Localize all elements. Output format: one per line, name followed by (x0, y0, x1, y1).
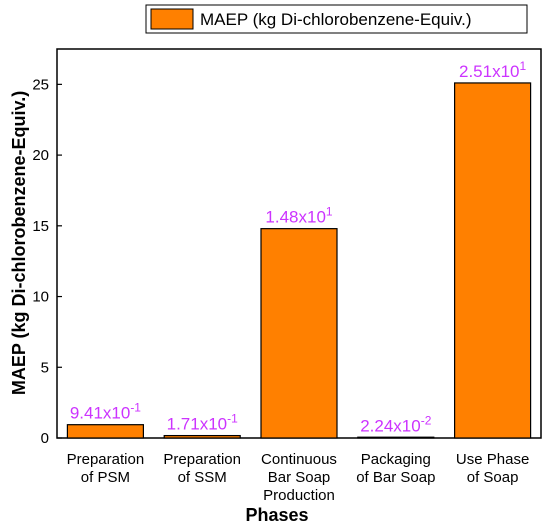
x-tick-label-line: Use Phase (456, 451, 529, 468)
bar (260, 228, 338, 439)
legend-label: MAEP (kg Di-chlorobenzene-Equiv.) (200, 10, 472, 29)
y-tick-label: 5 (41, 359, 49, 376)
x-tick-label: Packaging of Bar Soap (356, 451, 435, 486)
bar (454, 82, 532, 439)
data-label: 1.48x101 (265, 205, 333, 227)
x-tick-label-line: Bar Soap (268, 469, 331, 486)
x-tick-label-line: Continuous (261, 451, 337, 468)
bar (66, 424, 145, 439)
x-tick-label: Use Phase of Soap (456, 451, 529, 486)
x-tick-label-line: Preparation (163, 451, 241, 468)
data-label: 1.71x10-1 (167, 412, 238, 434)
bar (357, 436, 435, 439)
x-tick-label-line: of Soap (467, 469, 519, 486)
data-label-mantissa: 1.71x10 (167, 415, 228, 434)
bars (66, 82, 532, 439)
data-label-exponent: 1 (326, 205, 333, 219)
data-label: 2.51x101 (459, 59, 526, 81)
data-label-mantissa: 1.48x10 (265, 208, 326, 227)
data-label-exponent: -2 (421, 414, 432, 428)
y-axis-title: MAEP (kg Di-chlorobenzene-Equiv.) (9, 91, 29, 395)
x-tick-label-line: of PSM (81, 469, 130, 486)
y-axis: 0 5 10 15 20 25 (32, 76, 62, 447)
data-label-mantissa: 2.24x10 (360, 417, 421, 436)
legend-box (145, 4, 528, 34)
x-tick-label-line: of Bar Soap (356, 469, 435, 486)
x-tick-label-line: Packaging (361, 451, 431, 468)
x-tick-label: Preparation of SSM (163, 451, 241, 486)
data-label-mantissa: 9.41x10 (70, 404, 131, 423)
data-label-exponent: -1 (227, 412, 238, 426)
data-label: 9.41x10-1 (70, 401, 141, 423)
x-tick-label-line: of SSM (178, 469, 227, 486)
bar (163, 434, 241, 439)
y-tick-label: 25 (32, 76, 49, 93)
legend-swatch (150, 8, 194, 30)
data-label-exponent: -1 (130, 401, 141, 415)
data-label-mantissa: 2.51x10 (459, 62, 520, 81)
y-tick-label: 20 (32, 147, 49, 164)
x-tick-label: Continuous Bar Soap Production (261, 451, 337, 504)
x-tick-label-line: Production (263, 487, 335, 504)
data-label: 2.24x10-2 (360, 414, 431, 436)
x-tick-label-line: Preparation (67, 451, 145, 468)
data-labels: 9.41x10-11.71x10-11.48x1012.24x10-22.51x… (70, 59, 527, 436)
data-label-exponent: 1 (520, 59, 527, 73)
y-tick-label: 10 (32, 289, 49, 306)
y-tick-label: 0 (41, 430, 49, 447)
y-tick-label: 15 (32, 218, 49, 235)
x-tick-label: Preparation of PSM (67, 451, 145, 486)
legend: MAEP (kg Di-chlorobenzene-Equiv.) (145, 4, 528, 34)
x-axis-title: Phases (245, 505, 308, 525)
